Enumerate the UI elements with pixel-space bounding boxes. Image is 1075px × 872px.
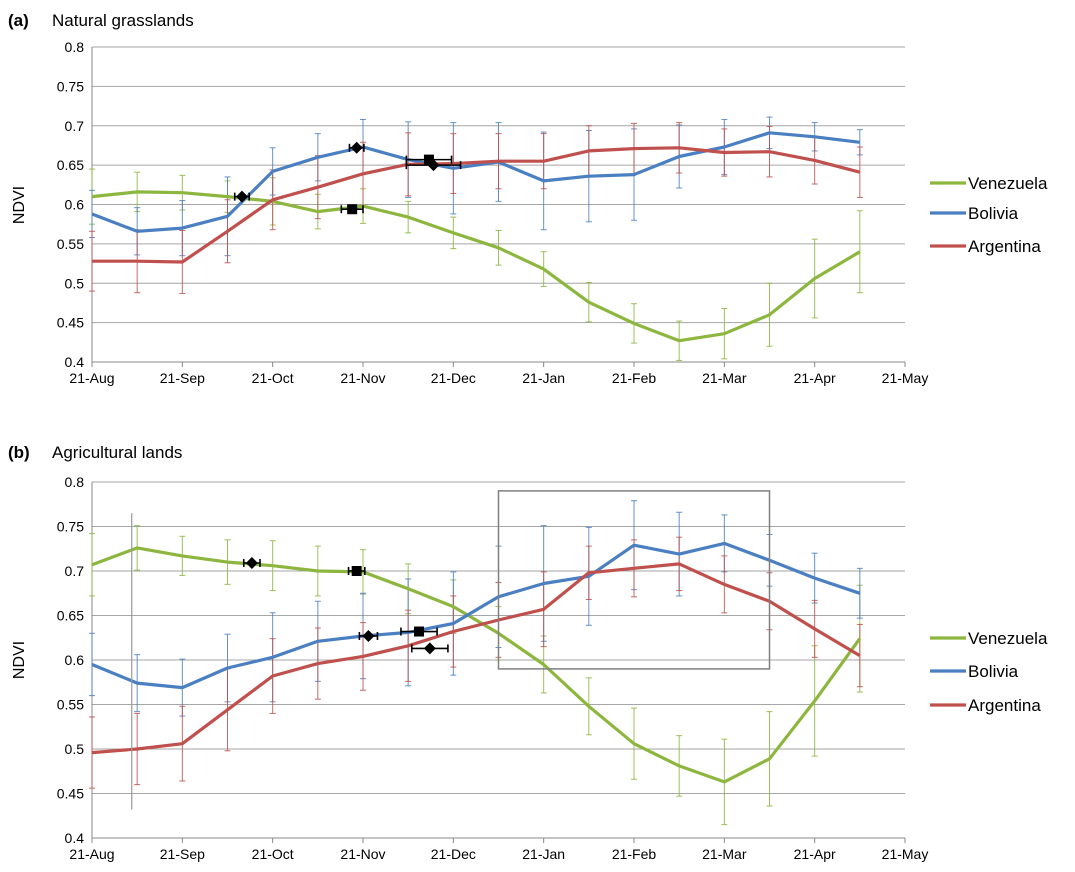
square-marker	[351, 566, 362, 576]
event-markers-b	[242, 556, 449, 655]
legend-label-bolivia: Bolivia	[968, 662, 1019, 681]
y-tick-label-a: 0.45	[57, 315, 84, 331]
highlight-box	[497, 490, 771, 670]
panel-label-b: (b)	[8, 443, 30, 462]
x-tick-label-b: 21-Nov	[340, 846, 385, 862]
x-tick-label-b: 21-Oct	[252, 846, 294, 862]
error-bars-b	[89, 500, 863, 826]
panel-b: (b) Agricultural lands NDVI 0.40.450.50.…	[8, 443, 1048, 862]
series-line-venezuela	[91, 546, 862, 784]
y-tick-label-b: 0.6	[65, 652, 85, 668]
series-lines-b	[91, 541, 862, 784]
x-tick-label-a: 21-Oct	[252, 370, 294, 386]
y-tick-label-b: 0.75	[57, 519, 84, 535]
x-tick-label-b: 21-Jan	[522, 846, 565, 862]
y-tick-label-b: 0.45	[57, 786, 84, 802]
y-tick-label-b: 0.4	[65, 830, 85, 846]
legend-a: Venezuela Bolivia Argentina	[930, 174, 1048, 256]
x-ticks-a: 21-Aug 21-Sep 21-Oct 21-Nov 21-Dec 21-Jan 21-F…	[69, 362, 928, 386]
y-tick-label-b: 0.8	[65, 474, 85, 490]
x-tick-label-b: 21-Feb	[612, 846, 657, 862]
annotations-b	[131, 490, 771, 810]
diamond-marker	[427, 159, 440, 172]
y-tick-label-a: 0.4	[65, 354, 85, 370]
legend-label-venezuela: Venezuela	[968, 174, 1048, 193]
x-tick-label-a: 21-Jan	[522, 370, 565, 386]
y-tick-label-a: 0.8	[65, 39, 85, 55]
series-line-argentina	[92, 146, 861, 264]
panel-a: (a) Natural grasslands NDVI 0.40.450.50.…	[8, 11, 1048, 386]
diamond-marker	[245, 556, 258, 569]
legend-label-argentina: Argentina	[968, 696, 1041, 715]
panel-title-b: Agricultural lands	[52, 443, 182, 462]
series-line-argentina	[91, 562, 861, 755]
y-ticks-b: 0.4 0.45 0.5 0.55 0.6 0.65 0.7 0.75 0.8	[57, 474, 84, 846]
panel-label-a: (a)	[8, 11, 29, 30]
x-tick-label-a: 21-Feb	[612, 370, 657, 386]
square-marker	[347, 204, 358, 215]
diamond-marker	[235, 190, 248, 203]
x-tick-label-b: 21-Dec	[431, 846, 476, 862]
series-line-bolivia	[91, 131, 860, 233]
x-tick-label-b: 21-May	[882, 846, 929, 862]
legend-label-bolivia: Bolivia	[968, 204, 1019, 223]
y-tick-label-b: 0.5	[65, 741, 85, 757]
legend-label-venezuela: Venezuela	[968, 629, 1048, 648]
square-marker	[414, 626, 425, 637]
x-tick-label-a: 21-Mar	[702, 370, 747, 386]
x-tick-label-a: 21-Nov	[340, 370, 385, 386]
gridlines-a	[91, 46, 905, 363]
y-tick-label-a: 0.65	[57, 157, 84, 173]
x-ticks-b: 21-Aug 21-Sep 21-Oct 21-Nov 21-Dec 21-Jan 21-F…	[69, 838, 928, 862]
x-tick-label-a: 21-Apr	[794, 370, 836, 386]
y-tick-label-b: 0.7	[65, 563, 85, 579]
y-tick-label-a: 0.75	[57, 78, 84, 94]
y-tick-label-a: 0.55	[57, 236, 84, 252]
x-tick-label-a: 21-Aug	[69, 370, 114, 386]
series-line-bolivia	[91, 541, 861, 690]
x-tick-label-a: 21-May	[882, 370, 929, 386]
y-tick-label-a: 0.7	[65, 118, 85, 134]
panel-title-a: Natural grasslands	[52, 11, 194, 30]
series-line-venezuela	[91, 190, 861, 343]
diamond-marker	[350, 141, 363, 154]
x-tick-label-b: 21-Aug	[69, 846, 114, 862]
y-axis-label-b: NDVI	[11, 641, 28, 679]
event-markers-a	[233, 141, 462, 215]
square-marker	[423, 154, 434, 165]
x-tick-label-b: 21-Mar	[702, 846, 747, 862]
x-tick-label-b: 21-Apr	[794, 846, 836, 862]
legend-b: Venezuela Bolivia Argentina	[930, 629, 1048, 715]
x-tick-label-a: 21-Dec	[431, 370, 476, 386]
y-axis-label-a: NDVI	[11, 186, 28, 224]
y-tick-label-a: 0.6	[65, 197, 85, 213]
diamond-marker	[362, 629, 375, 642]
x-tick-label-a: 21-Sep	[160, 370, 205, 386]
y-ticks-a: 0.4 0.45 0.5 0.55 0.6 0.65 0.7 0.75 0.8	[57, 39, 84, 370]
y-tick-label-a: 0.5	[65, 275, 85, 291]
x-tick-label-b: 21-Sep	[160, 846, 205, 862]
y-tick-label-b: 0.55	[57, 697, 84, 713]
diamond-marker	[423, 642, 436, 655]
series-lines-a	[91, 131, 861, 343]
legend-label-argentina: Argentina	[968, 237, 1041, 256]
y-tick-label-b: 0.65	[57, 608, 84, 624]
